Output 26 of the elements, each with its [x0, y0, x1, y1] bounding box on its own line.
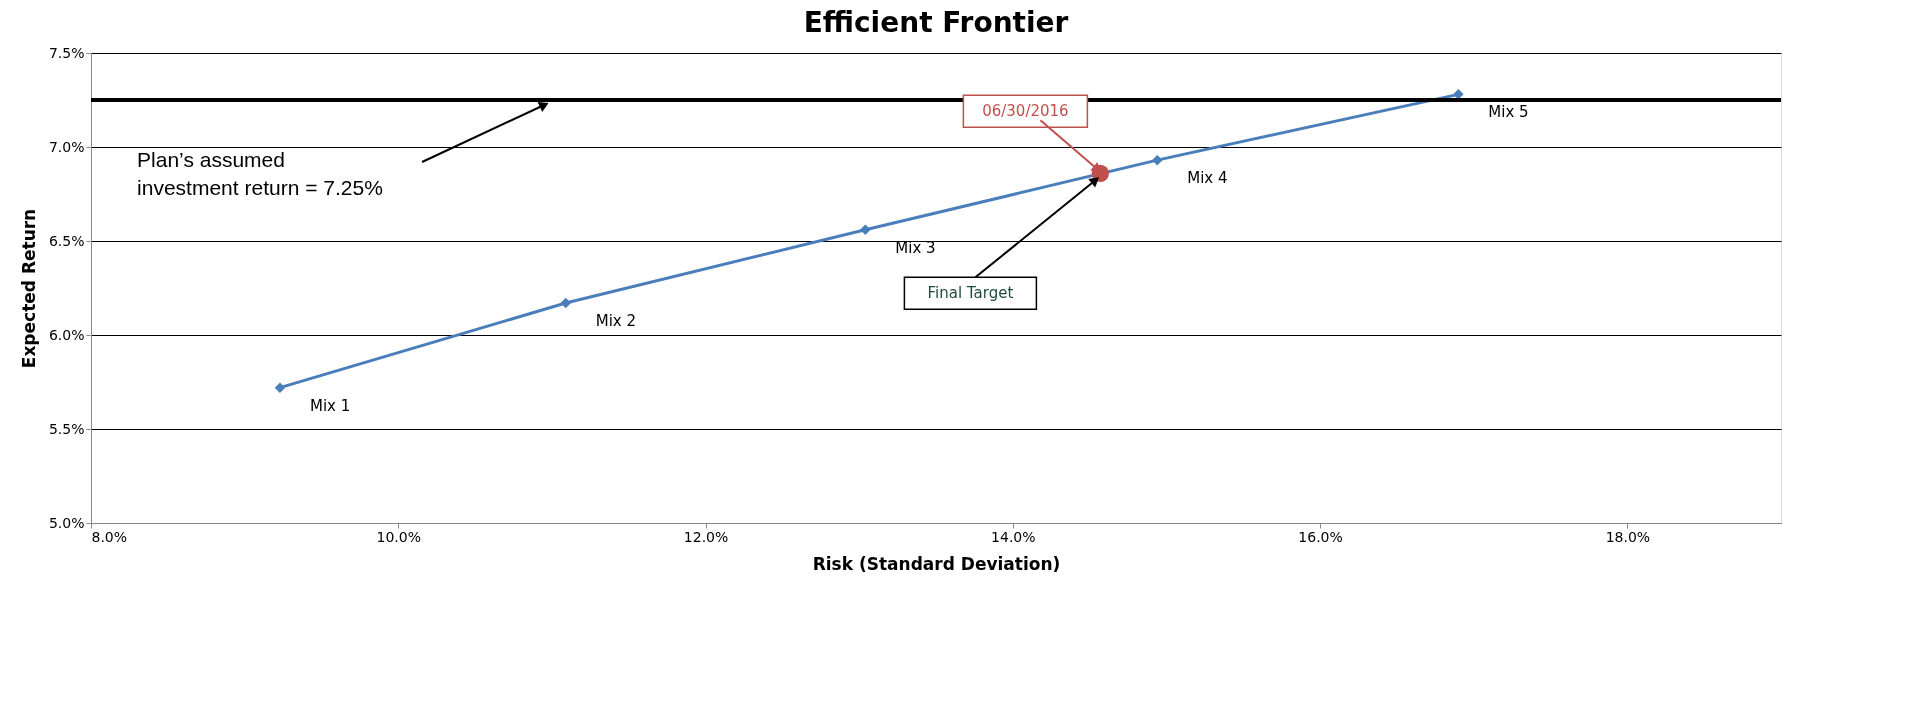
annotation: 06/30/2016 [982, 102, 1069, 121]
y-tick-label: 5.0% [48, 514, 85, 531]
ref-line-label: Plan’s assumed investment return = 7.25% [137, 148, 383, 199]
annotation: Mix 2 [595, 312, 637, 331]
x-tick-label: 18.0% [1605, 528, 1651, 545]
chart-title: Efficient Frontier [803, 6, 1069, 39]
annotation: Final Target [927, 284, 1014, 303]
x-tick-label: 12.0% [683, 528, 729, 545]
y-tick-label: 6.5% [48, 232, 85, 249]
y-tick-label: 7.5% [48, 44, 85, 61]
point [274, 382, 286, 393]
point [860, 224, 871, 235]
x-axis-title: Risk (Standard Deviation) [812, 553, 1061, 574]
x-tick-label: 14.0% [991, 528, 1036, 545]
point [1151, 154, 1163, 166]
x-tick-label: 10.0% [376, 528, 422, 545]
x-tick-label: 8.0% [91, 528, 128, 545]
point [560, 297, 571, 309]
y-tick-label: 5.5% [48, 420, 85, 437]
annotation: Mix 1 [309, 396, 351, 415]
annotation: Mix 5 [1488, 103, 1529, 122]
x-tick-label: 16.0% [1298, 528, 1343, 545]
y-axis-title: Expected Return [18, 208, 39, 369]
annotation: Mix 4 [1187, 169, 1228, 188]
y-tick-label: 7.0% [48, 138, 85, 155]
y-tick-label: 6.0% [48, 326, 85, 343]
